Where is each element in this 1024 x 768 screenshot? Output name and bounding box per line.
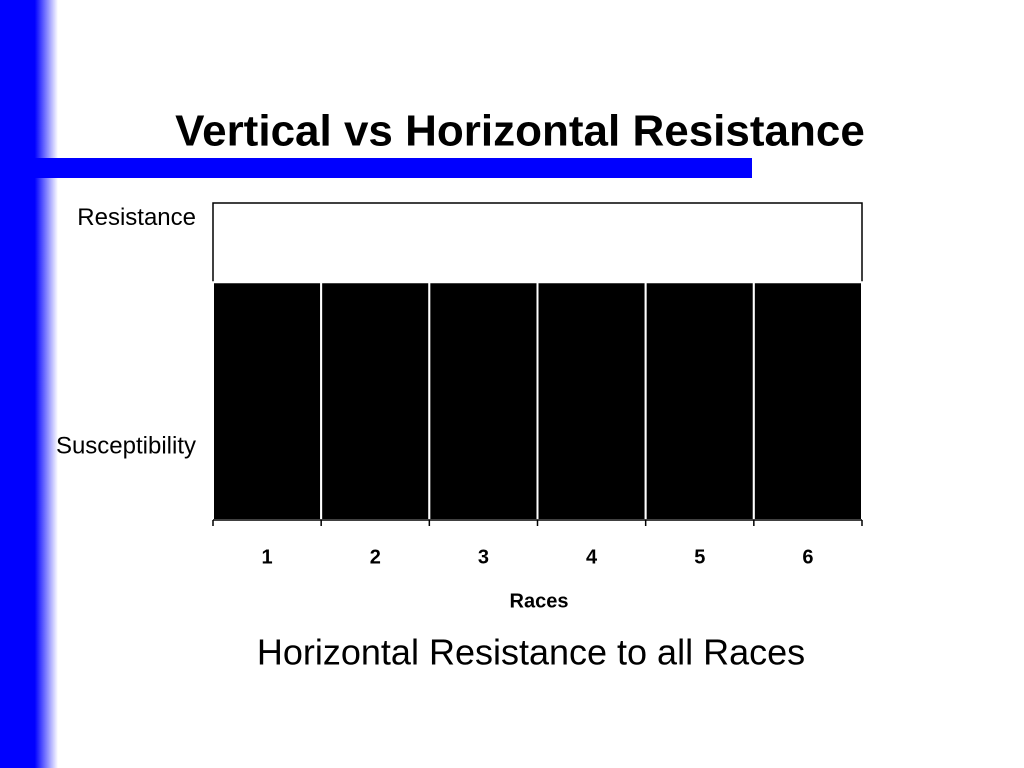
bar <box>212 281 323 521</box>
y-tick-label: Susceptibility <box>56 432 196 459</box>
bar <box>428 281 539 521</box>
x-tick-label: 3 <box>478 546 489 568</box>
y-tick-label: Resistance <box>77 204 196 231</box>
bar <box>644 281 755 521</box>
bar <box>752 281 863 521</box>
x-tick-label: 6 <box>802 546 813 568</box>
caption: Horizontal Resistance to all Races <box>257 632 805 673</box>
side-stripe <box>0 0 58 768</box>
slide-title: Vertical vs Horizontal Resistance <box>175 107 865 156</box>
x-tick-label: 2 <box>370 546 381 568</box>
x-tick-label: 1 <box>262 546 273 568</box>
bar <box>320 281 431 521</box>
x-axis-label: Races <box>510 590 569 612</box>
x-tick-label: 5 <box>694 546 705 568</box>
x-tick-label: 4 <box>586 546 598 568</box>
bar <box>536 281 647 521</box>
title-underline <box>30 158 752 178</box>
